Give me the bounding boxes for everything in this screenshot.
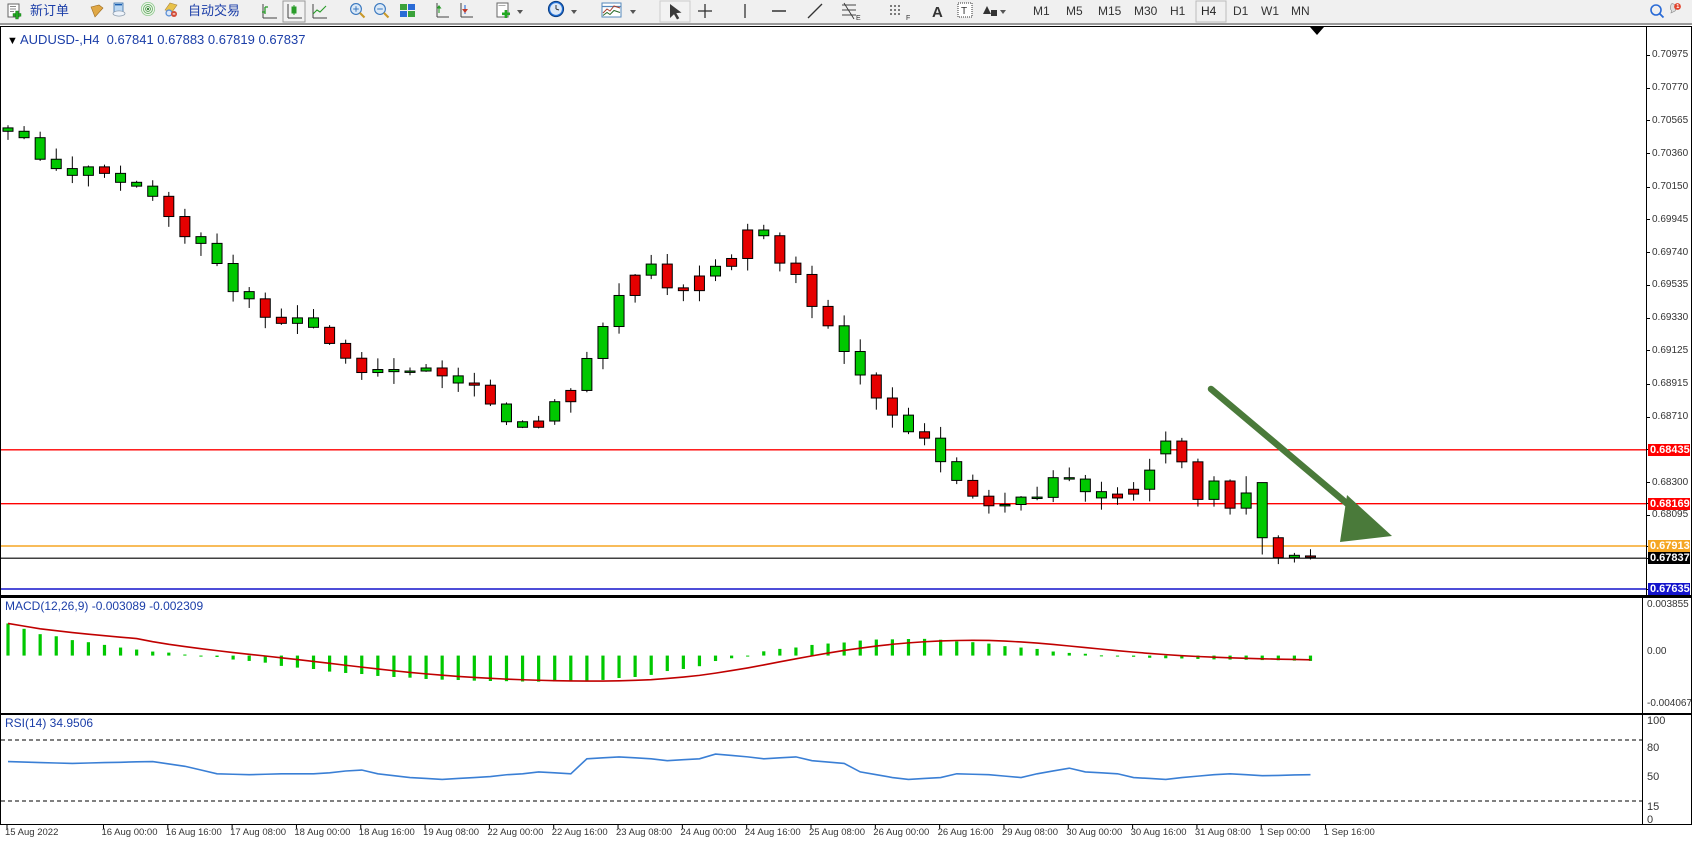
svg-text:M1: M1 (1033, 4, 1050, 18)
svg-text:E: E (856, 15, 861, 22)
svg-text:自动交易: 自动交易 (188, 3, 240, 18)
svg-text:D1: D1 (1233, 4, 1249, 18)
svg-text:MN: MN (1291, 4, 1310, 18)
svg-text:W1: W1 (1261, 4, 1279, 18)
svg-text:H1: H1 (1170, 4, 1186, 18)
svg-text:M30: M30 (1134, 4, 1158, 18)
svg-text:1: 1 (1676, 4, 1679, 10)
svg-text:M15: M15 (1098, 4, 1122, 18)
svg-text:H4: H4 (1201, 4, 1217, 18)
svg-text:T: T (961, 6, 967, 17)
svg-text:新订单: 新订单 (30, 3, 69, 18)
svg-text:A: A (932, 4, 943, 21)
svg-text:F: F (906, 15, 910, 22)
svg-text:M5: M5 (1066, 4, 1083, 18)
